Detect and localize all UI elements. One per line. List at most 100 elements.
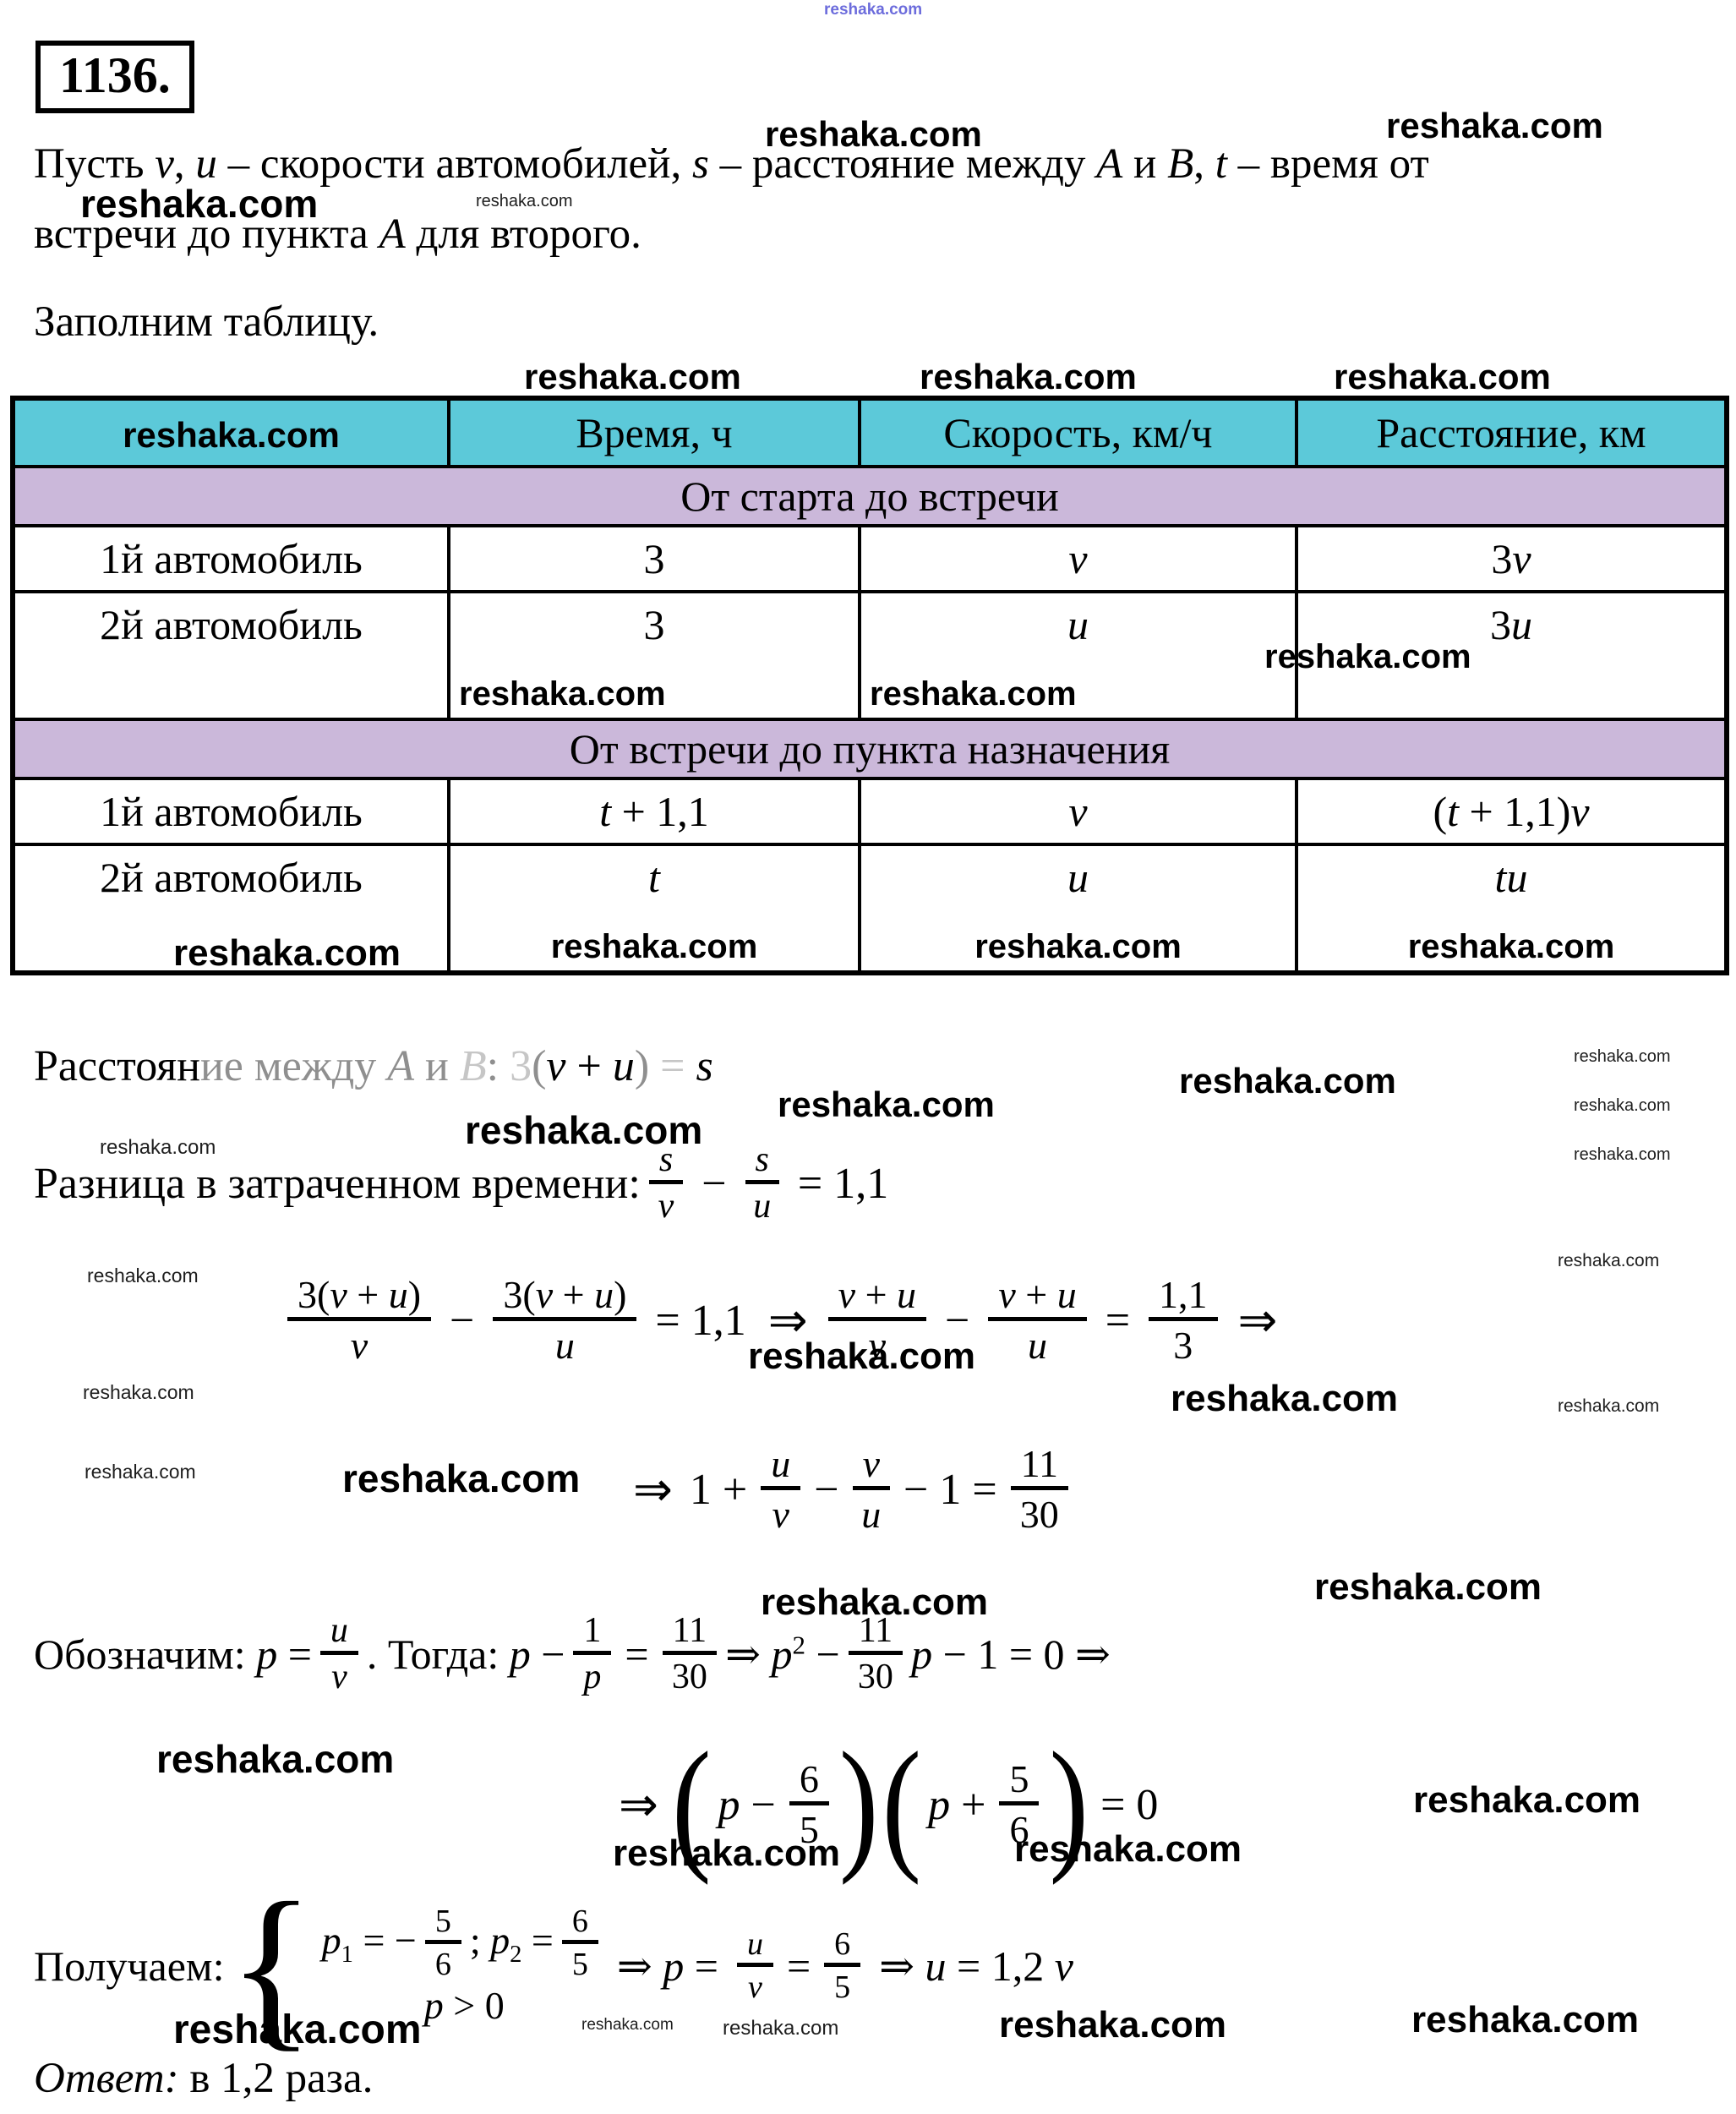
fraction-11-30: 11 30 xyxy=(662,1611,718,1697)
speed-cell: v xyxy=(858,777,1298,846)
watermark: reshaka.com xyxy=(1014,1828,1242,1870)
fraction-11-30: 11 30 xyxy=(1010,1442,1068,1536)
watermark: reshaka.com xyxy=(100,1136,216,1159)
term-p-squared: ⇒ p2 − xyxy=(725,1630,840,1678)
table-row-car1-after: 1й автомобиль t + 1,1 v (t + 1,1)v xyxy=(11,777,1728,846)
intro-line-1: Пусть v, u – скорости автомобилей, s – р… xyxy=(34,140,1429,188)
watermark: reshaka.com xyxy=(870,675,1077,713)
section-row-after-meeting: От встречи до пункта назначения xyxy=(11,718,1728,780)
watermark: reshaka.com xyxy=(1264,638,1471,675)
distance-cell: 3u reshaka.com xyxy=(1264,590,1728,721)
watermark: reshaka.com xyxy=(1171,1378,1399,1419)
watermark: reshaka.com xyxy=(87,1265,199,1286)
term-then: . Тогда: p − xyxy=(366,1631,565,1678)
line-label: Разница в затраченном времени: xyxy=(34,1159,641,1208)
fraction-3vu-v: 3(v + u) v xyxy=(287,1273,432,1367)
header-cell-empty: reshaka.com xyxy=(11,396,450,468)
cell-value: 3 xyxy=(643,601,665,648)
watermark: reshaka.com xyxy=(80,182,319,226)
cell-value: u xyxy=(1067,601,1089,648)
watermark: reshaka.com xyxy=(999,2004,1227,2046)
intro-line-2: встречи до пункта А для второго. xyxy=(34,210,641,258)
header-cell-speed: Скорость, км/ч xyxy=(858,396,1298,468)
watermark: reshaka.com xyxy=(156,1737,395,1781)
term-p-minus: p − xyxy=(718,1780,776,1829)
watermark: reshaka.com xyxy=(83,1381,194,1403)
time-cell: t reshaka.com xyxy=(447,843,861,975)
distance-cell: 3v xyxy=(1295,524,1728,593)
watermark: reshaka.com xyxy=(476,192,573,210)
term-p-plus: p + xyxy=(928,1780,986,1829)
speed-cell: u reshaka.com xyxy=(858,843,1298,975)
minus-sign: − xyxy=(450,1296,475,1345)
cell-value: u xyxy=(1067,854,1089,901)
speed-cell: u reshaka.com xyxy=(858,590,1298,721)
distance-cell: tu reshaka.com xyxy=(1295,843,1728,975)
watermark: reshaka.com xyxy=(123,415,340,455)
header-cell-distance: Расстояние, км xyxy=(1295,396,1728,468)
equation-rhs: = 1,1 xyxy=(797,1159,889,1208)
watermark: reshaka.com xyxy=(1574,1096,1671,1115)
term-one-plus: 1 + xyxy=(689,1465,748,1514)
section-label: От встречи до пункта назначения xyxy=(11,718,1728,780)
implies-arrow: ⇒ xyxy=(619,1777,658,1833)
equals-sign: = xyxy=(1105,1296,1131,1345)
table-row-car2-after: 2й автомобиль t reshaka.com u reshaka.com … xyxy=(11,843,1728,975)
row-label: 1й автомобиль xyxy=(11,524,450,593)
term-implies-p: ⇒ p = xyxy=(616,1942,718,1990)
minus-sign: − xyxy=(701,1159,727,1208)
line-label: Обозначим: p = xyxy=(34,1631,312,1678)
watermark: reshaka.com xyxy=(723,2017,839,2040)
time-cell: t + 1,1 xyxy=(447,777,861,846)
system-row-2: p > 0 xyxy=(424,1983,505,2028)
term-p1: p1 = − xyxy=(321,1918,417,1969)
fraction-11-3: 1,1 3 xyxy=(1149,1273,1218,1367)
watermark: reshaka.com xyxy=(920,357,1137,396)
watermark: reshaka.com xyxy=(778,1084,995,1124)
implies-arrow: ⇒ xyxy=(633,1461,673,1517)
watermark: reshaka.com xyxy=(1411,1999,1640,2040)
watermark: reshaka.com xyxy=(524,357,741,396)
speed-cell: v xyxy=(858,524,1298,593)
distance-equation-line: Расстояние между А и В: 3(v + u) = s xyxy=(34,1042,713,1090)
fill-table-label: Заполним таблицу. xyxy=(34,298,379,346)
equation-rhs: = 0 xyxy=(1100,1780,1159,1829)
watermark: reshaka.com xyxy=(1574,1145,1671,1164)
watermark: reshaka.com xyxy=(342,1456,581,1500)
watermark: reshaka.com xyxy=(581,2016,674,2034)
implies-arrow: ⇒ xyxy=(1237,1292,1278,1348)
watermark: reshaka.com xyxy=(1334,357,1551,396)
watermark: reshaka.com xyxy=(550,928,758,965)
section-label: От старта до встречи xyxy=(11,465,1728,527)
watermark: reshaka.com xyxy=(1558,1396,1660,1416)
distance-cell: (t + 1,1)v xyxy=(1295,777,1728,846)
fraction-3vu-u: 3(v + u) u xyxy=(493,1273,637,1367)
watermark: reshaka.com xyxy=(465,1108,703,1152)
term-p-positive: p > 0 xyxy=(423,1983,505,2027)
line-label: Получаем: xyxy=(34,1942,225,1990)
watermark: reshaka.com xyxy=(748,1336,976,1377)
watermark: reshaka.com xyxy=(85,1461,196,1483)
term-minus-one-equals: − 1 = xyxy=(903,1465,997,1514)
cell-value: tu xyxy=(1494,854,1528,901)
minus-sign: − xyxy=(814,1465,839,1514)
equation-rhs: = 1,1 xyxy=(655,1296,746,1345)
watermark: reshaka.com xyxy=(1574,1047,1671,1066)
watermark: reshaka.com xyxy=(459,675,666,713)
watermark: reshaka.com xyxy=(1314,1566,1542,1608)
